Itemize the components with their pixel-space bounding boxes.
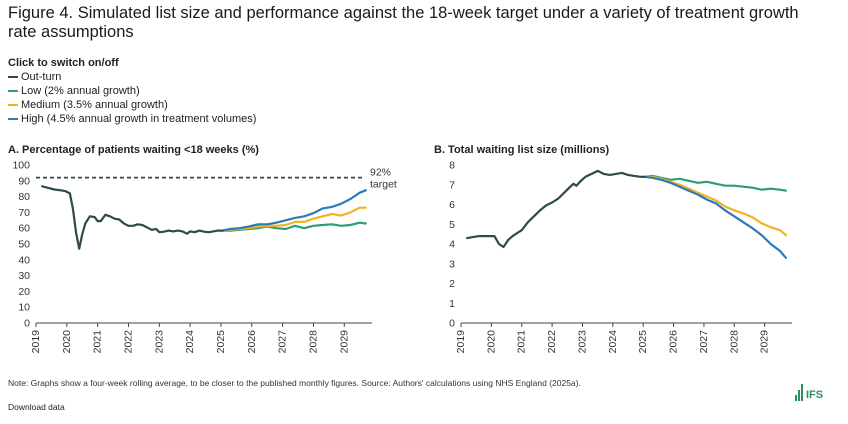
series-line-medium	[221, 206, 367, 232]
y-tick-label: 90	[18, 175, 30, 187]
x-tick-label: 2026	[668, 330, 680, 354]
x-tick-label: 2023	[576, 330, 588, 354]
legend-item-high[interactable]: High (4.5% annual growth in treatment vo…	[8, 112, 256, 126]
y-tick-label: 1	[449, 298, 455, 310]
series-line-low	[643, 174, 788, 192]
y-tick-label: 0	[449, 318, 455, 330]
x-tick-label: 2027	[698, 330, 710, 354]
legend: Click to switch on/off Out-turn Low (2% …	[8, 56, 256, 126]
x-tick-label: 2019	[30, 330, 42, 354]
series-line-high	[643, 175, 788, 259]
x-tick-label: 2024	[607, 330, 619, 354]
legend-header: Click to switch on/off	[8, 57, 119, 69]
x-tick-label: 2026	[246, 330, 258, 354]
x-tick-label: 2020	[485, 330, 497, 354]
x-tick-label: 2019	[455, 330, 467, 354]
footnote: Note: Graphs show a four-week rolling av…	[8, 378, 581, 388]
y-tick-label: 0	[24, 318, 30, 330]
x-tick-label: 2029	[338, 330, 350, 354]
target-text-label: target	[370, 179, 397, 191]
series-line-out-turn	[466, 169, 646, 249]
x-tick-label: 2021	[92, 330, 104, 354]
ifs-logo: IFS	[795, 384, 823, 401]
series-line-out-turn	[41, 185, 224, 250]
x-tick-label: 2027	[277, 330, 289, 354]
legend-label-low: Low (2% annual growth)	[21, 85, 140, 97]
series-line-medium	[643, 175, 788, 237]
y-tick-label: 100	[12, 160, 30, 172]
x-tick-label: 2021	[516, 330, 528, 354]
y-tick-label: 3	[449, 258, 455, 270]
x-tick-label: 2022	[546, 330, 558, 354]
logo-bar-icon	[801, 384, 803, 401]
logo-bar-icon	[795, 395, 797, 401]
y-tick-label: 70	[18, 207, 30, 219]
y-tick-label: 6	[449, 199, 455, 211]
x-tick-label: 2024	[184, 330, 196, 354]
x-tick-label: 2025	[215, 330, 227, 354]
y-tick-label: 10	[18, 302, 30, 314]
chart-a: 0 10 20 30 40 50 60 70 80 90 100 2019 2020 2021 2022 20…	[12, 160, 396, 354]
logo-text: IFS	[806, 389, 824, 401]
x-tick-label: 2025	[637, 330, 649, 354]
y-tick-label: 60	[18, 223, 30, 235]
target-value-label: 92%	[370, 167, 391, 179]
download-data-link[interactable]: Download data	[8, 402, 65, 412]
x-tick-label: 2028	[307, 330, 319, 354]
legend-label-high: High (4.5% annual growth in treatment vo…	[21, 113, 257, 125]
series-line-high	[221, 189, 367, 232]
legend-swatch-low	[8, 90, 18, 92]
y-tick-label: 20	[18, 286, 30, 298]
chart-a-title: A. Percentage of patients waiting <18 we…	[8, 144, 259, 156]
y-tick-label: 80	[18, 191, 30, 203]
y-tick-label: 2	[449, 278, 455, 290]
legend-label-outturn: Out-turn	[21, 71, 62, 83]
x-tick-label: 2020	[61, 330, 73, 354]
legend-swatch-outturn	[8, 76, 18, 78]
y-tick-label: 8	[449, 160, 455, 172]
legend-item-medium[interactable]: Medium (3.5% annual growth)	[8, 98, 256, 112]
x-tick-label: 2029	[759, 330, 771, 354]
legend-swatch-high	[8, 118, 18, 120]
chart-b-title: B. Total waiting list size (millions)	[434, 144, 610, 156]
y-tick-label: 40	[18, 254, 30, 266]
x-tick-label: 2028	[728, 330, 740, 354]
y-tick-label: 4	[449, 239, 455, 251]
y-tick-label: 50	[18, 239, 30, 251]
legend-item-low[interactable]: Low (2% annual growth)	[8, 84, 256, 98]
y-tick-label: 30	[18, 270, 30, 282]
y-tick-label: 5	[449, 219, 455, 231]
x-tick-label: 2023	[153, 330, 165, 354]
figure-title: Figure 4. Simulated list size and perfor…	[8, 4, 799, 41]
y-tick-label: 7	[449, 179, 455, 191]
legend-swatch-medium	[8, 104, 18, 106]
legend-item-outturn[interactable]: Out-turn	[8, 70, 256, 84]
legend-label-medium: Medium (3.5% annual growth)	[21, 99, 168, 111]
logo-bar-icon	[798, 390, 800, 401]
chart-b: 0 1 2 3 4 5 6 7 8 2019 2020 2021 2022 2023 2024 2025 202…	[449, 160, 792, 354]
x-tick-label: 2022	[122, 330, 134, 354]
